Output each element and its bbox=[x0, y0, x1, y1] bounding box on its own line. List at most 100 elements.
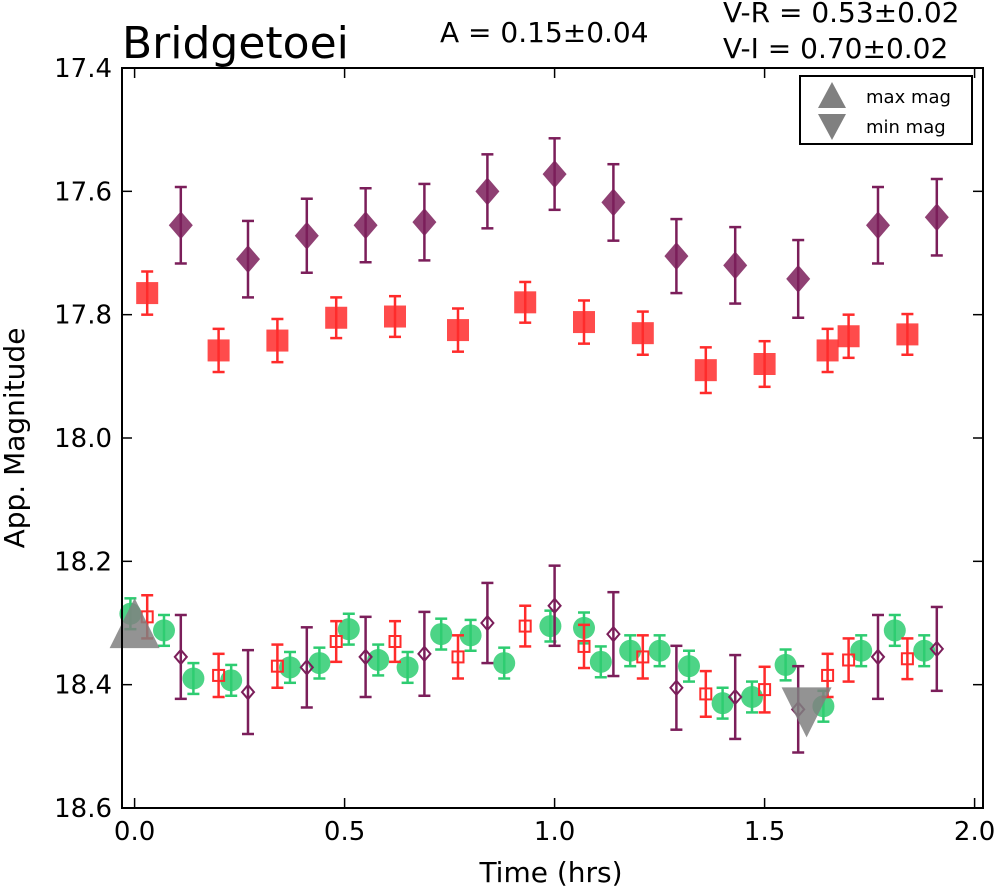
data-point bbox=[539, 615, 562, 638]
plot-frame bbox=[121, 67, 984, 809]
y-tick-label: 18.0 bbox=[54, 424, 112, 454]
series-i bbox=[168, 137, 949, 319]
data-point bbox=[727, 688, 743, 706]
data-point bbox=[774, 653, 797, 676]
data-point bbox=[636, 650, 650, 664]
data-point bbox=[883, 619, 906, 642]
y-tick-label: 17.6 bbox=[54, 177, 112, 207]
data-point bbox=[493, 652, 516, 675]
y-axis-label: App. Magnitude bbox=[0, 328, 31, 549]
amplitude-label: A = 0.15±0.04 bbox=[440, 16, 649, 49]
y-tick-label: 18.6 bbox=[54, 794, 112, 824]
data-point bbox=[308, 652, 331, 675]
plot-data bbox=[119, 137, 949, 754]
data-point bbox=[451, 650, 465, 664]
data-point bbox=[913, 639, 936, 662]
legend: max mag min mag bbox=[799, 75, 973, 145]
data-point bbox=[480, 614, 495, 632]
axis-ticks: 0.0 0.5 1.0 1.5 2.0 17.4 17.6 17.8 18.0 18.2 18.4 1… bbox=[54, 54, 995, 847]
data-point bbox=[266, 329, 289, 352]
data-point bbox=[396, 656, 419, 679]
data-point bbox=[325, 306, 348, 329]
y-tick-label: 18.4 bbox=[54, 671, 112, 701]
data-point bbox=[270, 659, 284, 673]
data-point bbox=[606, 625, 621, 643]
v-i-color-label: V-I = 0.70±0.02 bbox=[723, 32, 948, 65]
data-point bbox=[753, 353, 776, 375]
data-point bbox=[900, 652, 914, 666]
y-tick-label: 17.4 bbox=[54, 54, 112, 84]
data-point bbox=[850, 639, 873, 662]
data-point bbox=[699, 687, 713, 701]
x-axis-label: Time (hrs) bbox=[478, 856, 622, 887]
data-point bbox=[547, 597, 562, 615]
data-point bbox=[870, 648, 886, 666]
data-point bbox=[518, 619, 532, 633]
data-point bbox=[573, 311, 595, 334]
y-tick-label: 17.8 bbox=[54, 301, 112, 331]
data-point bbox=[711, 692, 734, 715]
max-mag-legend-label: max mag bbox=[866, 87, 951, 108]
data-point bbox=[279, 656, 301, 679]
x-tick-label: 1.5 bbox=[744, 817, 785, 847]
data-point bbox=[212, 668, 226, 682]
data-point bbox=[694, 359, 717, 382]
data-point bbox=[173, 648, 189, 666]
data-point bbox=[294, 221, 319, 250]
data-point bbox=[412, 208, 437, 237]
data-point bbox=[619, 639, 642, 662]
data-point bbox=[741, 686, 763, 708]
data-point bbox=[821, 668, 835, 682]
min-mag-marker bbox=[781, 687, 832, 738]
data-point bbox=[678, 655, 700, 678]
data-point bbox=[182, 667, 205, 690]
x-tick-label: 2.0 bbox=[954, 817, 995, 847]
data-point bbox=[388, 635, 402, 648]
data-point bbox=[430, 623, 453, 646]
data-point bbox=[220, 669, 243, 692]
data-point bbox=[758, 683, 772, 697]
data-point bbox=[367, 649, 390, 671]
data-point bbox=[459, 624, 482, 647]
data-point bbox=[577, 639, 591, 653]
object-name-title: Bridgetoei bbox=[122, 18, 349, 69]
data-point bbox=[240, 683, 256, 701]
data-point bbox=[542, 160, 567, 189]
series-r bbox=[136, 270, 919, 395]
data-point bbox=[236, 245, 260, 274]
max-mag-legend-icon bbox=[818, 82, 846, 108]
data-point bbox=[896, 323, 919, 346]
data-point bbox=[601, 188, 626, 217]
data-point bbox=[168, 211, 193, 240]
data-point bbox=[299, 658, 315, 676]
data-point bbox=[669, 679, 684, 697]
min-mag-legend-icon bbox=[818, 114, 846, 140]
data-point bbox=[723, 251, 748, 280]
data-point bbox=[417, 645, 432, 663]
min-mag-legend-label: min mag bbox=[866, 117, 946, 138]
data-point bbox=[358, 648, 373, 666]
data-point bbox=[816, 339, 839, 362]
x-tick-label: 1.0 bbox=[534, 817, 575, 847]
data-point bbox=[929, 640, 945, 658]
data-point bbox=[842, 653, 856, 667]
data-point bbox=[447, 319, 469, 342]
data-point bbox=[353, 211, 378, 240]
data-point bbox=[475, 177, 500, 206]
data-point bbox=[866, 211, 890, 240]
series-i-shifted bbox=[173, 564, 945, 754]
data-point bbox=[837, 325, 860, 348]
data-point bbox=[384, 305, 406, 328]
data-point bbox=[153, 619, 175, 642]
data-point bbox=[648, 639, 671, 662]
series-v bbox=[119, 597, 936, 723]
v-r-color-label: V-R = 0.53±0.02 bbox=[723, 0, 959, 29]
data-point bbox=[924, 203, 949, 232]
data-point bbox=[589, 650, 612, 673]
data-point bbox=[207, 339, 230, 362]
data-point bbox=[329, 635, 343, 648]
data-point bbox=[631, 322, 654, 345]
x-tick-label: 0.0 bbox=[114, 817, 155, 847]
y-tick-label: 18.2 bbox=[54, 547, 112, 577]
